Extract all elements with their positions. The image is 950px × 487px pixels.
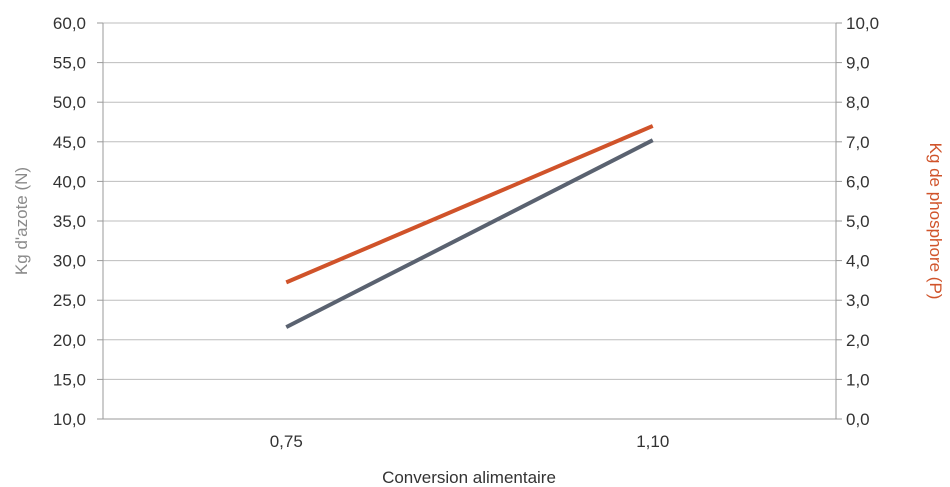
y2-tick-label: 4,0 xyxy=(846,252,870,271)
y-tick-label: 15,0 xyxy=(53,370,86,389)
y-axis-right-ticks: 0,0 1,0 2,0 3,0 4,0 5,0 6,0 7,0 8,0 9,0 10,0 xyxy=(836,14,879,429)
y2-tick-label: 5,0 xyxy=(846,212,870,231)
y-tick-label: 10,0 xyxy=(53,410,86,429)
y-axis-left-label: Kg d'azote (N) xyxy=(12,167,31,275)
x-tick-label: 0,75 xyxy=(270,432,303,451)
y2-tick-label: 2,0 xyxy=(846,331,870,350)
y2-tick-label: 6,0 xyxy=(846,172,870,191)
y2-tick-label: 7,0 xyxy=(846,133,870,152)
y-tick-label: 30,0 xyxy=(53,252,86,271)
y2-tick-label: 0,0 xyxy=(846,410,870,429)
series-lines xyxy=(285,124,654,329)
y-tick-label: 25,0 xyxy=(53,291,86,310)
y-axis-right-label: Kg de phosphore (P) xyxy=(926,143,945,300)
x-tick-label: 1,10 xyxy=(636,432,669,451)
y-tick-label: 35,0 xyxy=(53,212,86,231)
y2-tick-label: 3,0 xyxy=(846,291,870,310)
series-line-phosphore xyxy=(285,124,654,285)
y-tick-label: 50,0 xyxy=(53,93,86,112)
y-tick-label: 20,0 xyxy=(53,331,86,350)
y-axis-left-ticks: 10,0 15,0 20,0 25,0 30,0 35,0 40,0 45,0 50,0 55,0… xyxy=(53,14,103,429)
y-tick-label: 60,0 xyxy=(53,14,86,33)
y2-tick-label: 8,0 xyxy=(846,93,870,112)
y-tick-label: 55,0 xyxy=(53,54,86,73)
y2-tick-label: 10,0 xyxy=(846,14,879,33)
x-axis-ticks: 0,75 1,10 xyxy=(270,432,670,451)
y-tick-label: 45,0 xyxy=(53,133,86,152)
series-line-azote xyxy=(285,138,654,329)
y2-tick-label: 1,0 xyxy=(846,370,870,389)
y-tick-label: 40,0 xyxy=(53,172,86,191)
gridlines xyxy=(103,22,836,420)
x-axis-label: Conversion alimentaire xyxy=(382,468,556,487)
y2-tick-label: 9,0 xyxy=(846,54,870,73)
